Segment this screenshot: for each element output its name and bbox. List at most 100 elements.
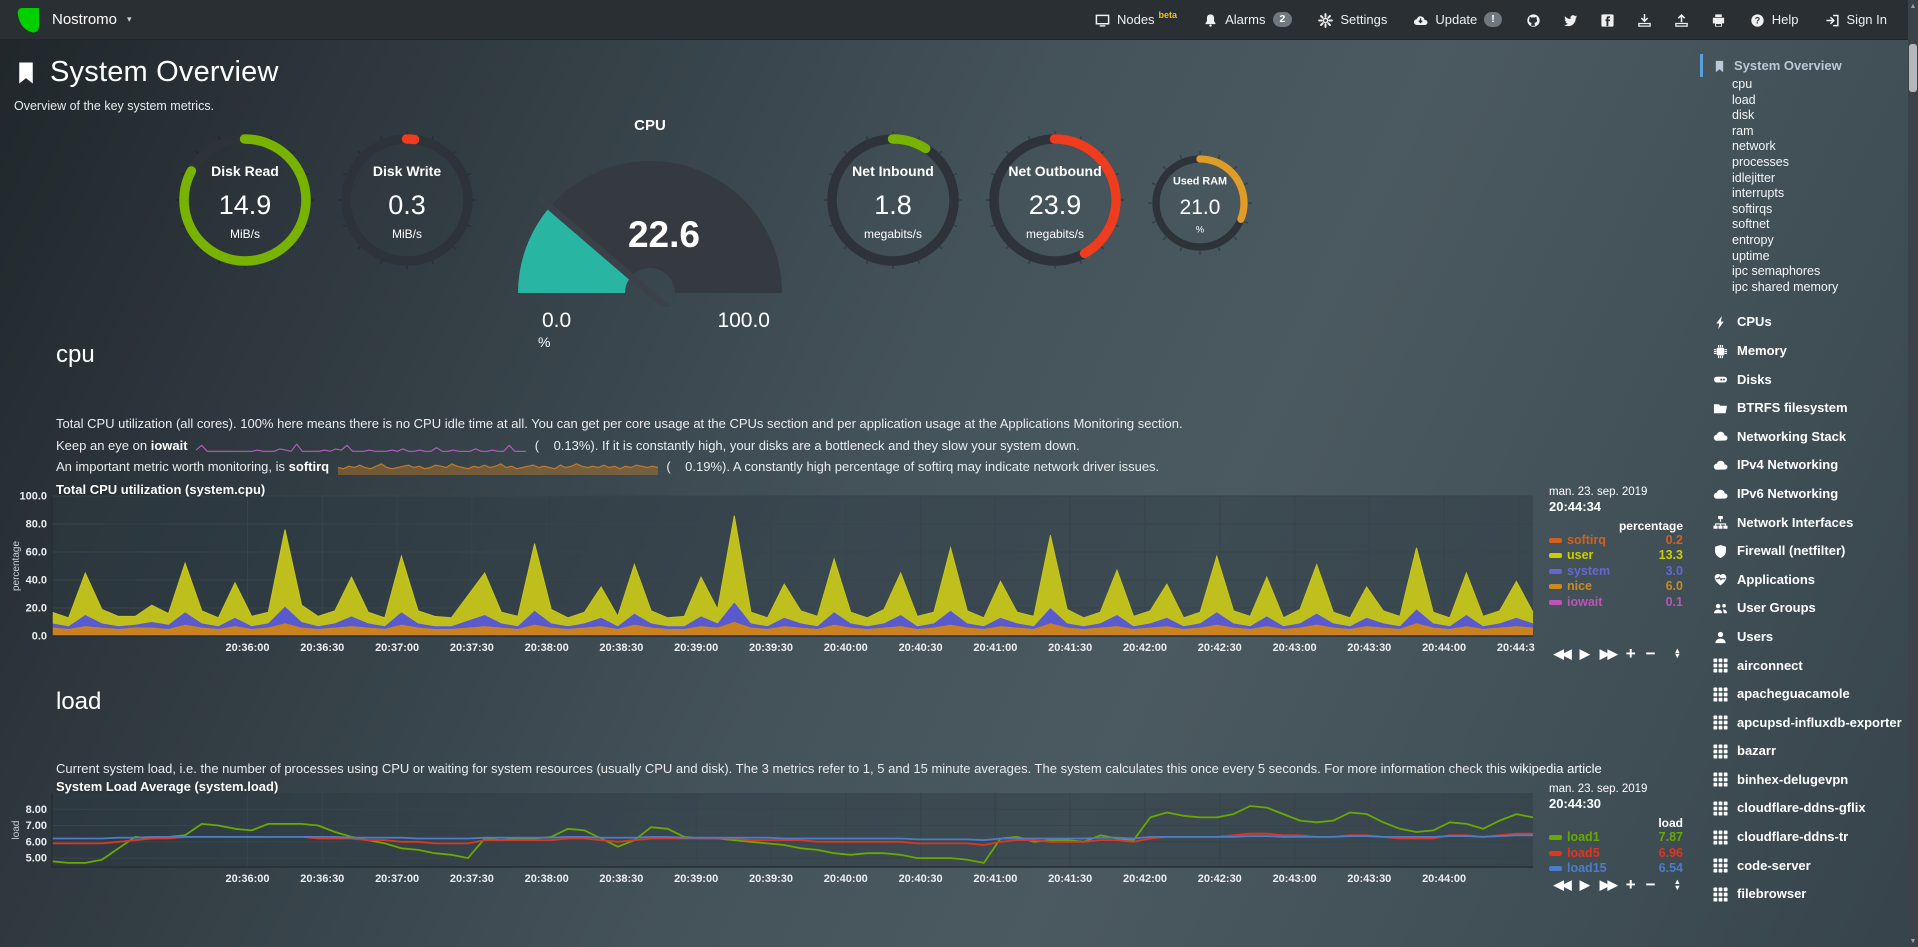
sidebar-item-binhex-delugevpn[interactable]: binhex-delugevpn <box>1700 765 1908 794</box>
svg-text:20:43:30: 20:43:30 <box>1347 642 1391 654</box>
softirq-sparkline[interactable] <box>337 460 658 476</box>
sidebar-item-networking-stack[interactable]: Networking Stack <box>1700 422 1908 451</box>
sidebar-item-idlejitter[interactable]: idlejitter <box>1732 170 1776 185</box>
sidebar-item-firewall-netfilter-[interactable]: Firewall (netfilter) <box>1700 536 1908 565</box>
sidebar-item-airconnect[interactable]: airconnect <box>1700 651 1908 680</box>
sidebar-item-load[interactable]: load <box>1732 92 1756 107</box>
svg-text:8.00: 8.00 <box>26 804 47 816</box>
nav-facebook-icon[interactable] <box>1589 11 1626 27</box>
pan-forward-button[interactable]: ▶▶ <box>1599 877 1618 892</box>
gauge-cpu[interactable]: CPU 22.6 0.0 100.0% <box>500 117 800 355</box>
zoom-out-button[interactable]: − <box>1645 643 1656 663</box>
folder-icon <box>1713 400 1737 416</box>
sidebar-item-ipc-semaphores[interactable]: ipc semaphores <box>1732 264 1821 279</box>
legend-row-softirq[interactable]: softirq 0.2 <box>1549 533 1683 549</box>
play-button[interactable]: ▶ <box>1579 877 1590 892</box>
play-button[interactable]: ▶ <box>1579 645 1590 661</box>
scrollbar-down-button[interactable]: ▼ <box>1909 937 1917 945</box>
legend-row-nice[interactable]: nice 6.0 <box>1549 579 1683 595</box>
gauge-net-outbound[interactable]: Net Outbound 23.9 megabits/s <box>980 125 1130 275</box>
nav-alarms[interactable]: Alarms 2 <box>1190 11 1305 27</box>
cpu-chart-canvas[interactable]: 20:36:00 20:36:30 20:37:00 20:37:30 20:38:00… <box>6 486 1683 658</box>
sidebar-item-bazarr[interactable]: bazarr <box>1700 736 1908 765</box>
sidebar-item-system-overview[interactable]: System Overview <box>1700 54 1908 78</box>
grid-icon <box>1713 771 1737 787</box>
pan-backward-button[interactable]: ◀◀ <box>1553 877 1572 892</box>
sidebar-item-memory[interactable]: Memory <box>1700 336 1908 365</box>
resize-handle-icon[interactable]: ▲ ▼ <box>1674 647 1681 659</box>
sidebar-item-user-groups[interactable]: User Groups <box>1700 593 1908 622</box>
gauge-disk-write[interactable]: Disk Write 0.3 MiB/s <box>332 125 482 275</box>
sidebar-item-softnet[interactable]: softnet <box>1732 217 1770 232</box>
cpu-desc-line1: Total CPU utilization (all cores). 100% … <box>56 416 1183 431</box>
gauge-net-inbound[interactable]: Net Inbound 1.8 megabits/s <box>818 125 968 275</box>
chart-date: man. 23. sep. 2019 <box>1549 485 1648 498</box>
sidebar-item-uptime[interactable]: uptime <box>1732 248 1770 263</box>
sidebar-item-users[interactable]: Users <box>1700 622 1908 651</box>
pan-forward-button[interactable]: ▶▶ <box>1599 645 1618 661</box>
nav-twitter-icon[interactable] <box>1552 11 1589 27</box>
legend-row-system[interactable]: system 3.0 <box>1549 564 1683 580</box>
nav-upload-icon[interactable] <box>1663 11 1700 27</box>
sidebar-item-filebrowser[interactable]: filebrowser <box>1700 879 1908 908</box>
legend-row-load5[interactable]: load5 6.96 <box>1549 846 1683 862</box>
sidebar-item-ram[interactable]: ram <box>1732 123 1754 138</box>
legend-value: 13.3 <box>1658 548 1683 562</box>
wikipedia-link[interactable]: wikipedia article <box>1510 760 1602 776</box>
sidebar-item-code-server[interactable]: code-server <box>1700 851 1908 880</box>
github-icon <box>1526 11 1541 27</box>
sidebar-item-cpu[interactable]: cpu <box>1732 77 1753 92</box>
zoom-out-button[interactable]: − <box>1645 875 1656 894</box>
sidebar-item-processes[interactable]: processes <box>1732 155 1789 170</box>
node-selector[interactable]: Nostromo ▾ <box>12 5 132 35</box>
legend-row-iowait[interactable]: iowait 0.1 <box>1549 595 1683 611</box>
zoom-in-button[interactable]: + <box>1625 643 1636 663</box>
scrollbar-up-button[interactable]: ▲ <box>1909 2 1917 10</box>
nav-signin[interactable]: Sign In <box>1812 11 1900 27</box>
legend-row-load1[interactable]: load1 7.87 <box>1549 830 1683 846</box>
sidebar-item-apcupsd-influxdb-exporter[interactable]: apcupsd-influxdb-exporter <box>1700 708 1908 737</box>
zoom-in-button[interactable]: + <box>1625 875 1636 894</box>
gauge-disk-read[interactable]: Disk Read 14.9 MiB/s <box>170 125 320 275</box>
sidebar-item-btrfs-filesystem[interactable]: BTRFS filesystem <box>1700 393 1908 422</box>
sidebar-item-network[interactable]: network <box>1732 139 1776 154</box>
nav-help[interactable]: ? Help <box>1737 11 1812 27</box>
pan-backward-button[interactable]: ◀◀ <box>1553 645 1572 661</box>
legend-row-load15[interactable]: load15 6.54 <box>1549 861 1683 877</box>
sidebar-item-disks[interactable]: Disks <box>1700 365 1908 394</box>
resize-handle-icon[interactable]: ▲ ▼ <box>1674 878 1681 890</box>
sidebar-item-entropy[interactable]: entropy <box>1732 233 1774 247</box>
nav-settings[interactable]: Settings <box>1305 11 1400 28</box>
sidebar-item-network-interfaces[interactable]: Network Interfaces <box>1700 508 1908 537</box>
nav-nodes[interactable]: Nodes beta <box>1082 10 1190 27</box>
legend-swatch <box>1549 866 1562 872</box>
sidebar-item-disk[interactable]: disk <box>1732 108 1755 123</box>
iowait-sparkline[interactable] <box>196 439 527 454</box>
chart-toolbar: ◀◀ ▶ ▶▶ + − ▲ ▼ <box>1553 875 1681 894</box>
sidebar-item-applications[interactable]: Applications <box>1700 565 1908 594</box>
scrollbar-thumb[interactable] <box>1909 44 1917 92</box>
sidebar-item-ipc-shared-memory[interactable]: ipc shared memory <box>1732 279 1839 294</box>
node-name[interactable]: Nostromo <box>52 11 118 28</box>
nav-print-icon[interactable] <box>1700 11 1737 27</box>
sidebar-item-ipv6-networking[interactable]: IPv6 Networking <box>1700 479 1908 508</box>
sidebar-item-cloudflare-ddns-gflix[interactable]: cloudflare-ddns-gflix <box>1700 793 1908 822</box>
svg-text:20:38:30: 20:38:30 <box>599 642 643 654</box>
nav-github-icon[interactable] <box>1515 11 1552 27</box>
heart-icon <box>1713 571 1737 587</box>
sidebar-item-softirqs[interactable]: softirqs <box>1732 201 1773 216</box>
sidebar-item-apacheguacamole[interactable]: apacheguacamole <box>1700 679 1908 708</box>
svg-text:percentage: percentage <box>11 540 22 590</box>
sidebar-item-cloudflare-ddns-tr[interactable]: cloudflare-ddns-tr <box>1700 822 1908 851</box>
sidebar-item-interrupts[interactable]: interrupts <box>1732 186 1785 201</box>
svg-text:%: % <box>1196 224 1204 234</box>
gauge-used-ram[interactable]: Used RAM 21.0% <box>1142 145 1258 261</box>
legend-swatch <box>1549 568 1562 574</box>
sidebar-item-ipv4-networking[interactable]: IPv4 Networking <box>1700 450 1908 479</box>
sidebar-item-cpus[interactable]: CPUs <box>1700 307 1908 336</box>
legend-row-user[interactable]: user 13.3 <box>1549 548 1683 564</box>
nav-download-icon[interactable] <box>1626 11 1663 27</box>
scrollbar[interactable]: ▲ ▼ <box>1908 0 1918 947</box>
load-chart-canvas[interactable]: 20:36:00 20:36:30 20:37:00 20:37:30 20:38:00… <box>6 783 1683 889</box>
nav-update[interactable]: Update! <box>1400 11 1514 27</box>
